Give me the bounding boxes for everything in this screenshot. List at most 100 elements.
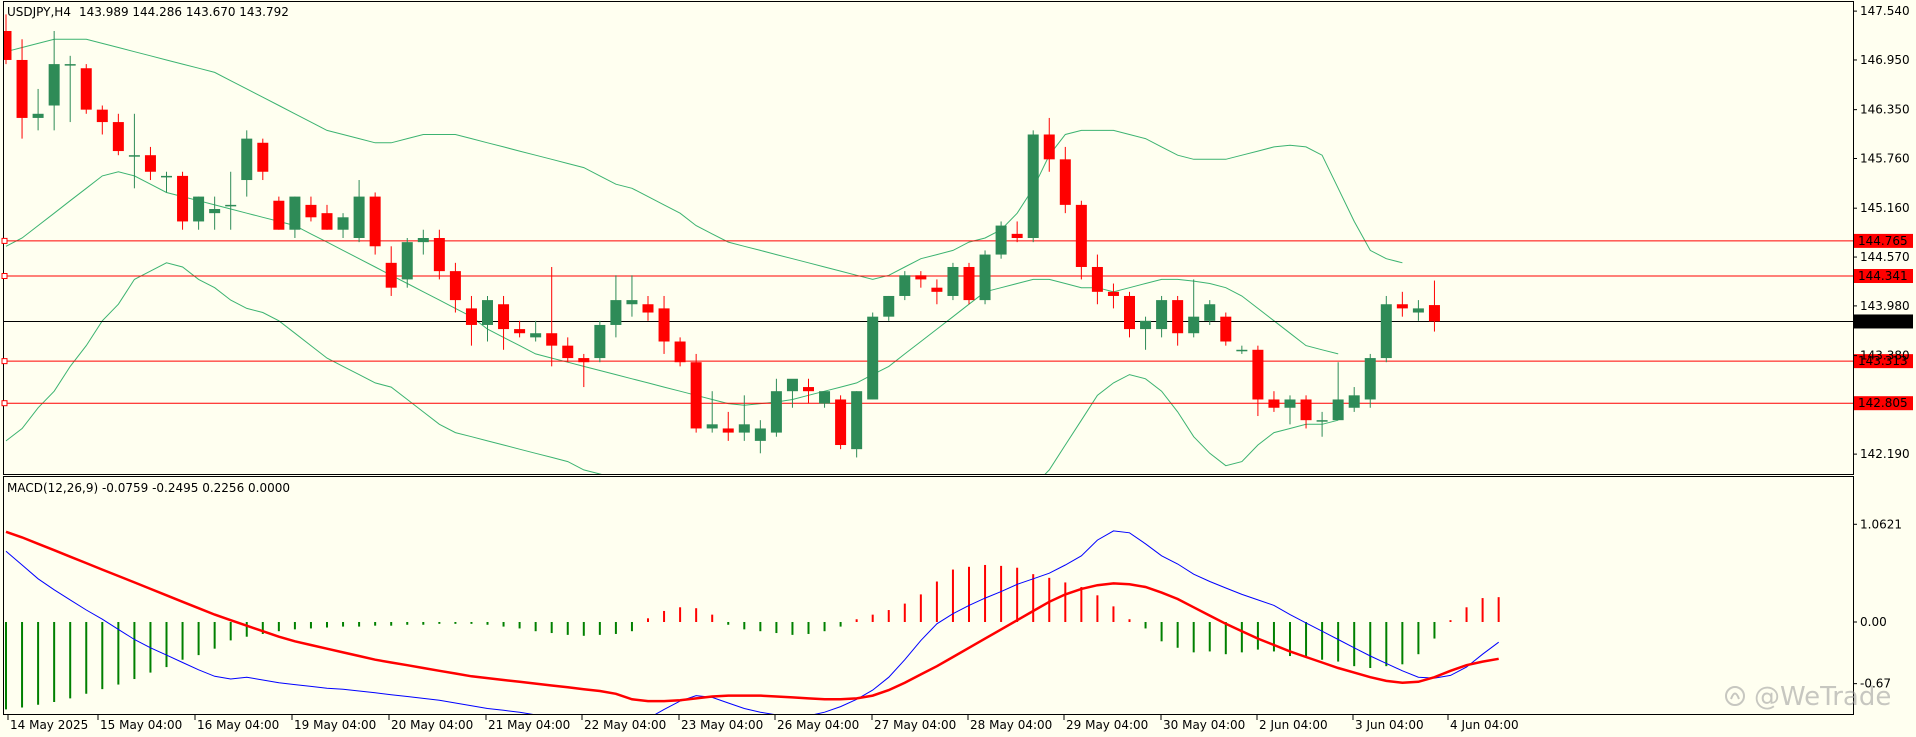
candle	[177, 171, 189, 230]
line-anchor-handle[interactable]	[1, 400, 8, 407]
price-levels[interactable]	[1, 237, 1853, 407]
time-label: 2 Jun 04:00	[1259, 718, 1328, 732]
candle	[947, 262, 959, 301]
candle-body	[867, 316, 879, 400]
candle	[433, 229, 445, 280]
candle	[321, 204, 333, 230]
candle	[819, 391, 831, 408]
candle	[594, 320, 606, 363]
candle-body	[658, 308, 670, 342]
candle	[289, 196, 301, 238]
candle	[225, 171, 237, 230]
candle-body	[305, 204, 317, 218]
line-anchor-handle[interactable]	[1, 358, 8, 365]
candle	[1332, 362, 1344, 421]
candle-body	[369, 196, 381, 247]
candle-body	[1364, 358, 1376, 400]
candle-body	[995, 225, 1007, 255]
candle-body	[177, 175, 189, 222]
candle-body	[883, 295, 895, 317]
candle-body	[1027, 134, 1039, 238]
price-scale-label: 146.350	[1860, 103, 1910, 117]
candle	[1268, 391, 1280, 412]
candle-body	[96, 109, 108, 123]
bollinger-bands	[5, 38, 1403, 474]
candle	[642, 295, 654, 321]
candle-body	[257, 142, 269, 172]
candle-body	[1124, 295, 1135, 330]
candle	[963, 262, 975, 305]
macd-scale-label: -0.67	[1860, 677, 1891, 691]
candle-body	[353, 196, 365, 238]
price-tag-143.313: 143.313	[1854, 354, 1913, 369]
candle-body	[642, 304, 654, 313]
candle-body	[1043, 134, 1055, 160]
candle-body	[465, 308, 477, 325]
candle	[851, 391, 863, 458]
candle	[337, 213, 349, 238]
price-scale-label: 146.950	[1860, 53, 1910, 67]
current-price-bg	[1854, 314, 1913, 329]
time-label: 22 May 04:00	[584, 718, 666, 732]
candle-body	[803, 387, 814, 392]
price-tag-bg	[1854, 396, 1913, 411]
time-label: 15 May 04:00	[100, 718, 182, 732]
band-middle	[5, 171, 1339, 406]
candle	[209, 196, 221, 230]
candle	[658, 295, 670, 354]
candle-body	[32, 113, 44, 118]
candle-body	[1075, 204, 1087, 267]
macd-indicator	[5, 530, 1500, 714]
price-tag-144.341: 144.341	[1854, 269, 1913, 284]
candle	[353, 180, 365, 243]
candle-body	[80, 68, 92, 110]
candle-body	[562, 345, 574, 359]
candle	[144, 146, 156, 181]
candle	[578, 353, 590, 388]
signal-line	[5, 530, 1499, 703]
candle	[1380, 295, 1392, 363]
candle	[1396, 291, 1408, 317]
candle-body	[225, 204, 237, 207]
candle-body	[337, 217, 349, 230]
macd-frame	[3, 476, 1854, 715]
candle-body	[289, 196, 301, 230]
macd-line	[5, 530, 1499, 714]
candle-body	[1316, 420, 1328, 422]
candle	[770, 378, 782, 437]
candle	[514, 320, 526, 338]
candle-body	[514, 329, 526, 334]
symbol-header: USDJPY,H4 143.989 144.286 143.670 143.792	[7, 5, 289, 19]
candle	[112, 113, 124, 156]
price-scale-label: 147.540	[1860, 4, 1910, 18]
macd-scale-label: 0.00	[1860, 615, 1887, 629]
band-upper	[5, 38, 1403, 280]
candle-body	[674, 341, 686, 363]
candlesticks	[4, 14, 1440, 458]
price-scale-label: 143.380	[1860, 349, 1910, 363]
candle	[1059, 146, 1071, 214]
candle	[562, 337, 574, 363]
candle-body	[161, 175, 172, 178]
candle	[1188, 279, 1200, 338]
candle	[1140, 316, 1152, 350]
candle-body	[1332, 399, 1344, 421]
watermark: @WeTrade	[1725, 682, 1891, 712]
candle	[1252, 345, 1264, 417]
price-axis: 144.765 144.341 143.313 142.805 143.792 147.5…	[1853, 4, 1913, 461]
line-anchor-handle[interactable]	[1, 273, 8, 280]
price-tag-144.765: 144.765	[1854, 233, 1913, 248]
candle	[1011, 221, 1023, 243]
candle-body	[16, 59, 28, 118]
candle	[64, 55, 76, 123]
candle-body	[273, 200, 285, 230]
candle	[786, 378, 798, 408]
candle-body	[1059, 159, 1071, 205]
candle	[1348, 387, 1360, 412]
candle	[915, 271, 927, 288]
time-label: 19 May 04:00	[294, 718, 376, 732]
candle	[706, 391, 718, 433]
line-anchor-handle[interactable]	[1, 237, 8, 244]
candle	[482, 295, 493, 342]
